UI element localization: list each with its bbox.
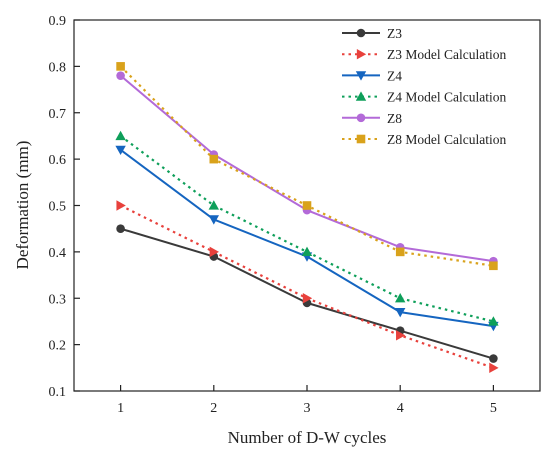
y-tick-label: 0.2 bbox=[49, 339, 67, 354]
y-tick-label: 0.4 bbox=[49, 246, 67, 261]
data-point bbox=[301, 246, 313, 257]
x-tick-label: 4 bbox=[397, 401, 404, 416]
series-layer bbox=[115, 62, 499, 374]
series-0 bbox=[116, 224, 498, 363]
data-point bbox=[302, 293, 313, 304]
y-tick-label: 0.6 bbox=[49, 153, 67, 168]
data-point bbox=[116, 200, 126, 211]
data-point bbox=[302, 201, 312, 210]
y-tick-label: 0.3 bbox=[49, 292, 67, 307]
legend-label: Z4 bbox=[387, 68, 402, 83]
legend-item: Z8 bbox=[342, 111, 402, 126]
x-axis-title: Number of D-W cycles bbox=[228, 428, 387, 447]
legend-label: Z8 Model Calculation bbox=[387, 132, 506, 147]
series-line bbox=[120, 204, 494, 369]
legend-marker bbox=[356, 113, 366, 123]
data-point bbox=[395, 247, 405, 257]
data-point bbox=[116, 224, 125, 233]
x-tick-label: 2 bbox=[210, 401, 217, 416]
data-point bbox=[395, 293, 406, 303]
y-tick-label: 0.5 bbox=[49, 200, 67, 215]
y-tick-label: 0.8 bbox=[49, 60, 67, 75]
x-tick-label: 5 bbox=[490, 401, 497, 416]
data-point bbox=[208, 200, 219, 210]
y-tick-label: 0.9 bbox=[49, 14, 67, 29]
data-point bbox=[489, 261, 498, 271]
y-axis-title: Deformation (mm) bbox=[13, 141, 32, 270]
legend-label: Z8 bbox=[387, 111, 402, 126]
legend: Z3 Z3 Model Calculation Z4 Z4 Model Calcula… bbox=[342, 26, 506, 147]
legend-label: Z4 Model Calculation bbox=[387, 90, 506, 105]
series-5 bbox=[116, 62, 498, 271]
data-point bbox=[115, 130, 126, 141]
data-point bbox=[209, 246, 219, 258]
legend-item: Z8 Model Calculation bbox=[342, 132, 506, 147]
axes: 1 2 3 4 5 0.1 0.2 0.3 0.4 0.5 0.6 0.7 0.8 0.9 bbox=[49, 14, 497, 416]
data-point bbox=[116, 62, 125, 71]
series-line bbox=[119, 135, 494, 323]
legend-label: Z3 bbox=[387, 26, 402, 41]
legend-item: Z3 Model Calculation bbox=[342, 47, 506, 62]
legend-item: Z4 bbox=[342, 68, 402, 83]
legend-marker bbox=[356, 134, 366, 144]
legend-item: Z3 bbox=[342, 26, 402, 41]
series-1 bbox=[116, 200, 499, 374]
legend-marker bbox=[355, 71, 367, 81]
legend-item: Z4 Model Calculation bbox=[342, 90, 506, 105]
data-point bbox=[209, 154, 219, 164]
y-tick-label: 0.1 bbox=[49, 385, 67, 400]
data-point bbox=[489, 362, 499, 374]
x-tick-label: 1 bbox=[117, 401, 124, 416]
data-point bbox=[115, 145, 126, 156]
data-point bbox=[208, 215, 219, 225]
legend-label: Z3 Model Calculation bbox=[387, 47, 506, 62]
data-point bbox=[488, 316, 499, 326]
legend-marker bbox=[356, 28, 366, 38]
data-point bbox=[396, 330, 406, 341]
legend-marker bbox=[355, 91, 367, 101]
legend-marker bbox=[356, 49, 367, 60]
data-point bbox=[489, 354, 498, 363]
series-3 bbox=[115, 130, 499, 326]
data-point bbox=[116, 71, 125, 80]
y-tick-label: 0.7 bbox=[49, 107, 67, 122]
data-point bbox=[395, 308, 406, 318]
x-tick-label: 3 bbox=[304, 401, 311, 416]
